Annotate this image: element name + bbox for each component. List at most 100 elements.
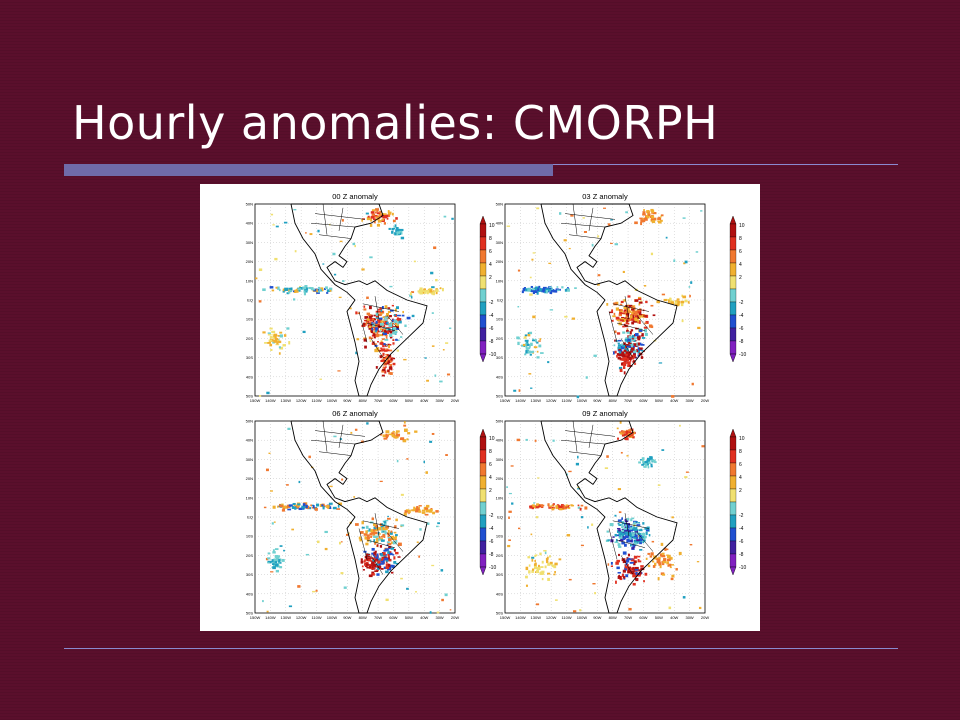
anomaly-cell bbox=[383, 214, 388, 218]
anomaly-cell bbox=[284, 287, 289, 291]
anomaly-cell bbox=[395, 227, 399, 230]
anomaly-cell bbox=[646, 526, 650, 530]
anomaly-cell bbox=[628, 529, 631, 533]
colorbar-swatch bbox=[729, 327, 737, 342]
anomaly-cell bbox=[388, 214, 391, 217]
anomaly-cell bbox=[383, 349, 388, 352]
anomaly-cell bbox=[659, 553, 663, 557]
anomaly-cell bbox=[379, 349, 382, 352]
anomaly-cell bbox=[619, 368, 623, 373]
anomaly-cell bbox=[626, 314, 629, 317]
anomaly-cell bbox=[329, 506, 332, 509]
anomaly-cell bbox=[622, 551, 627, 555]
lon-tick-label: 110W bbox=[311, 615, 321, 620]
anomaly-cell bbox=[383, 367, 386, 370]
anomaly-cell bbox=[614, 339, 617, 342]
anomaly-cell bbox=[375, 563, 379, 566]
anomaly-cell bbox=[527, 288, 531, 292]
anomaly-cell bbox=[626, 538, 630, 543]
anomaly-cell bbox=[607, 539, 610, 541]
lat-tick-label: 10S bbox=[496, 534, 503, 539]
lon-tick-label: 50W bbox=[655, 398, 663, 403]
lon-tick-label: 110W bbox=[311, 398, 321, 403]
anomaly-cell bbox=[374, 215, 378, 218]
anomaly-cell bbox=[333, 273, 337, 276]
anomaly-cell bbox=[373, 526, 377, 530]
colorbar-swatch bbox=[729, 262, 737, 277]
anomaly-cell bbox=[382, 366, 385, 369]
anomaly-cell bbox=[636, 311, 640, 313]
anomaly-cell bbox=[659, 215, 663, 218]
anomaly-cell bbox=[642, 219, 646, 223]
anomaly-cell bbox=[389, 309, 394, 312]
anomaly-cell bbox=[617, 339, 622, 342]
anomaly-cell bbox=[287, 508, 292, 511]
anomaly-cell bbox=[536, 292, 539, 295]
anomaly-cell bbox=[264, 342, 268, 344]
lon-tick-label: 20W bbox=[701, 398, 709, 403]
lon-tick-label: 110W bbox=[561, 398, 571, 403]
anomaly-cell bbox=[381, 341, 384, 346]
anomaly-cell bbox=[548, 288, 552, 291]
anomaly-cell bbox=[384, 530, 387, 534]
anomaly-cell bbox=[383, 522, 387, 526]
anomaly-cell bbox=[383, 528, 388, 531]
anomaly-cell bbox=[652, 212, 657, 215]
anomaly-cell bbox=[389, 363, 392, 368]
anomaly-cell bbox=[366, 536, 370, 540]
anomaly-cell bbox=[626, 455, 629, 457]
anomaly-cell bbox=[377, 329, 380, 333]
anomaly-cell bbox=[625, 559, 630, 563]
anomaly-cell bbox=[645, 531, 648, 535]
anomaly-cell bbox=[626, 527, 630, 531]
colorbar-label: 8 bbox=[739, 236, 742, 242]
anomaly-cell bbox=[523, 336, 527, 339]
anomaly-cell bbox=[603, 207, 607, 209]
anomaly-cell bbox=[381, 557, 386, 561]
anomaly-cell bbox=[638, 301, 643, 304]
anomaly-cell bbox=[657, 577, 660, 581]
anomaly-cell bbox=[650, 325, 654, 329]
lon-tick-label: 150W bbox=[500, 615, 511, 620]
anomaly-cell bbox=[668, 563, 672, 567]
anomaly-cell bbox=[633, 363, 637, 365]
anomaly-cell bbox=[274, 257, 278, 261]
anomaly-cell bbox=[322, 263, 325, 265]
anomaly-cell bbox=[365, 563, 369, 566]
anomaly-cell bbox=[681, 319, 684, 323]
anomaly-cell bbox=[366, 296, 369, 299]
anomaly-cell bbox=[624, 345, 627, 349]
anomaly-cell bbox=[642, 541, 645, 544]
anomaly-cell bbox=[386, 544, 389, 547]
border-line bbox=[572, 420, 578, 452]
anomaly-cell bbox=[534, 505, 538, 508]
anomaly-cell bbox=[639, 347, 643, 350]
anomaly-cell bbox=[644, 463, 648, 466]
colorbar-bottom-arrow bbox=[729, 566, 737, 576]
anomaly-cell bbox=[620, 319, 624, 322]
anomaly-cell bbox=[568, 470, 572, 473]
anomaly-cell bbox=[409, 292, 412, 296]
anomaly-cell bbox=[574, 287, 577, 289]
anomaly-cell bbox=[638, 529, 643, 532]
anomaly-cell bbox=[275, 286, 278, 289]
anomaly-cell bbox=[377, 567, 380, 571]
anomaly-cell bbox=[531, 556, 535, 559]
anomaly-cell bbox=[371, 561, 375, 565]
anomaly-cell bbox=[389, 211, 392, 214]
anomaly-cell bbox=[310, 288, 315, 291]
anomaly-cell bbox=[633, 521, 636, 525]
border-line bbox=[636, 532, 654, 552]
anomaly-cell bbox=[424, 513, 429, 516]
anomaly-cell bbox=[383, 361, 387, 364]
anomaly-cell bbox=[539, 571, 544, 575]
anomaly-cell bbox=[517, 337, 520, 340]
border-line bbox=[358, 528, 368, 560]
anomaly-cell bbox=[373, 535, 377, 539]
anomaly-cell bbox=[657, 558, 661, 562]
anomaly-cell bbox=[620, 345, 625, 350]
anomaly-cell bbox=[370, 211, 375, 214]
panel-title: 09 Z anomaly bbox=[582, 409, 628, 418]
anomaly-cell bbox=[265, 468, 269, 472]
anomaly-cell bbox=[271, 330, 276, 334]
